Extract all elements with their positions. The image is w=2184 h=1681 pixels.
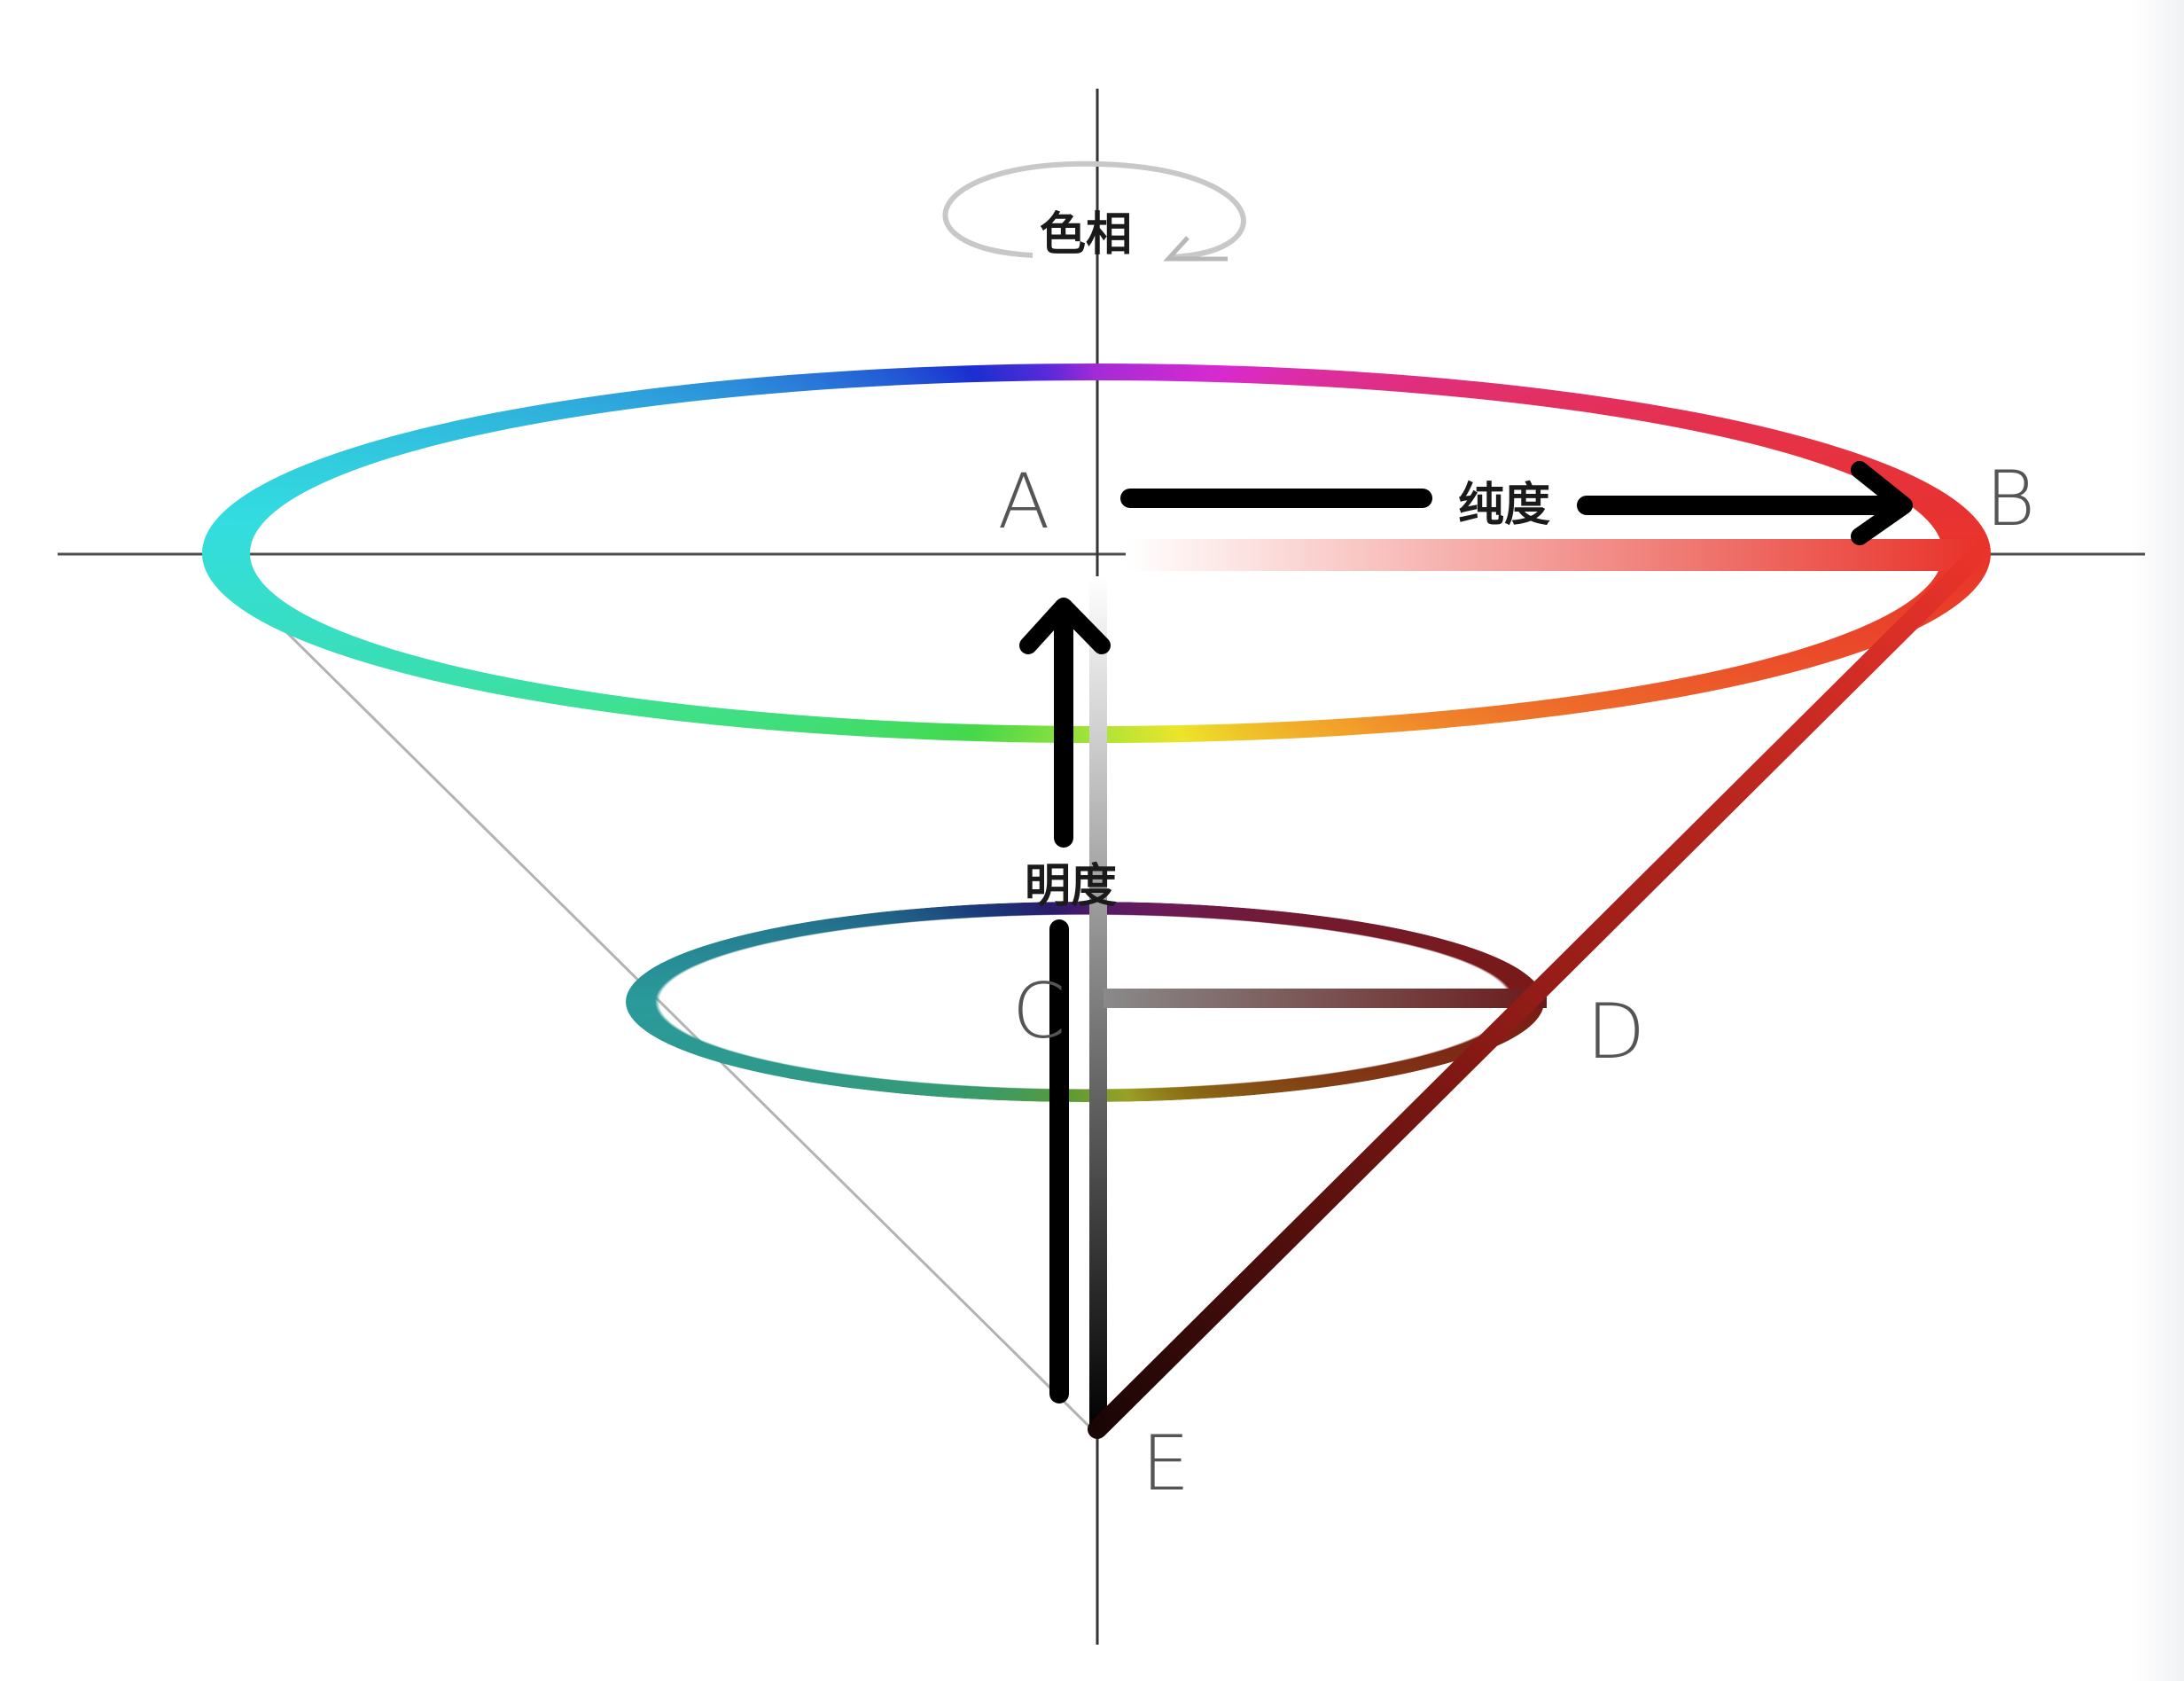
cone-right-edge	[1088, 551, 1982, 1439]
point-e-label: E	[1142, 1419, 1190, 1508]
hue-rotation-arc	[942, 160, 1246, 260]
point-d-label: D	[1587, 988, 1645, 1076]
point-a-label: A	[998, 457, 1050, 546]
hue-label: 色相	[1040, 208, 1132, 262]
c-to-d-gradient-bar	[1104, 989, 1547, 1008]
saturation-arrowhead	[1851, 461, 1913, 545]
lightness-arrowhead	[1019, 598, 1111, 654]
saturation-gradient-bar	[1126, 539, 1977, 571]
hue-rotation-arrowhead	[1163, 236, 1228, 262]
point-c-label: C	[1012, 967, 1065, 1056]
point-b-label: B	[1985, 455, 2035, 543]
right-edge-shade	[2131, 0, 2184, 1681]
saturation-label: 纯度	[1458, 479, 1550, 532]
lightness-gradient-bar	[1089, 576, 1107, 1432]
lightness-label: 明度	[1025, 860, 1117, 913]
